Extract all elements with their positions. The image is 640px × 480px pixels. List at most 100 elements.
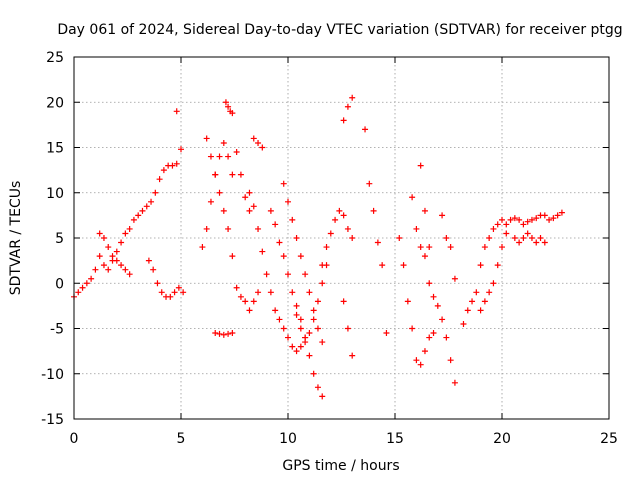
data-point xyxy=(255,225,262,232)
data-point xyxy=(421,207,428,214)
data-point xyxy=(173,108,180,115)
data-point xyxy=(430,293,437,300)
data-point xyxy=(362,126,369,133)
data-point xyxy=(285,271,291,278)
data-point xyxy=(220,331,227,338)
data-point xyxy=(229,253,236,260)
data-point xyxy=(100,235,107,241)
data-point xyxy=(207,198,214,205)
x-tick-label: 20 xyxy=(493,431,511,447)
data-point xyxy=(417,244,424,251)
series-seg27 xyxy=(511,230,548,246)
series-seg12 xyxy=(267,207,326,400)
x-tick-label: 5 xyxy=(177,431,186,447)
data-point xyxy=(349,94,356,101)
data-point xyxy=(426,244,433,251)
data-point xyxy=(490,225,497,232)
data-point xyxy=(477,307,484,314)
data-point xyxy=(302,271,309,278)
data-point xyxy=(229,171,236,178)
data-point xyxy=(212,171,219,178)
data-point xyxy=(276,239,283,246)
data-point xyxy=(434,302,441,309)
data-point xyxy=(130,216,137,223)
data-point xyxy=(344,103,351,110)
data-point xyxy=(216,189,223,196)
data-point xyxy=(366,180,373,187)
data-point xyxy=(139,207,146,214)
series-seg21 xyxy=(409,194,433,260)
data-point xyxy=(404,298,411,305)
data-point xyxy=(216,330,223,337)
data-point xyxy=(259,144,266,151)
data-point xyxy=(550,215,557,222)
data-point xyxy=(421,253,428,260)
data-point xyxy=(207,153,214,160)
data-point xyxy=(451,379,458,386)
data-point xyxy=(160,167,167,174)
data-point xyxy=(344,325,351,332)
y-tick-label: 20 xyxy=(46,95,64,111)
data-point xyxy=(447,357,454,364)
data-point xyxy=(520,221,527,228)
data-point xyxy=(400,262,407,269)
data-point xyxy=(173,160,180,167)
data-point xyxy=(374,239,381,246)
data-point xyxy=(156,176,163,183)
data-point xyxy=(126,271,133,278)
data-point xyxy=(135,212,142,219)
data-point xyxy=(306,289,313,296)
data-point xyxy=(246,307,253,314)
data-point xyxy=(145,257,152,264)
data-point xyxy=(220,207,227,214)
data-point xyxy=(171,289,178,296)
data-point xyxy=(267,207,274,214)
data-point xyxy=(528,235,535,241)
data-point xyxy=(272,221,279,228)
y-tick-label: 25 xyxy=(46,50,64,66)
data-point xyxy=(246,189,253,196)
data-point xyxy=(105,244,112,251)
x-axis-label: GPS time / hours xyxy=(282,458,399,474)
data-point xyxy=(229,110,236,117)
data-point xyxy=(225,153,232,160)
data-point xyxy=(105,266,112,273)
data-point xyxy=(439,316,446,323)
data-point xyxy=(285,334,291,341)
data-point xyxy=(154,280,161,287)
series-seg11 xyxy=(250,135,266,151)
data-point xyxy=(413,225,420,232)
data-point xyxy=(216,153,223,160)
data-point xyxy=(289,343,296,350)
data-point xyxy=(503,221,510,228)
data-points xyxy=(71,94,565,400)
data-point xyxy=(421,348,428,355)
data-point xyxy=(237,293,244,300)
data-point xyxy=(370,207,377,214)
data-point xyxy=(541,212,548,219)
data-point xyxy=(263,271,270,278)
data-point xyxy=(293,302,300,309)
data-point xyxy=(528,216,535,223)
data-point xyxy=(460,320,467,327)
data-point xyxy=(203,225,210,232)
data-point xyxy=(314,325,321,332)
y-tick-label: 15 xyxy=(46,141,64,157)
data-point xyxy=(96,230,103,237)
series-seg22 xyxy=(417,162,458,386)
data-point xyxy=(340,117,347,124)
data-point xyxy=(520,235,527,241)
data-point xyxy=(524,230,531,237)
data-point xyxy=(426,280,433,287)
series-seg5 xyxy=(203,135,262,314)
plot-frame xyxy=(73,56,610,420)
series-seg14 xyxy=(293,262,330,341)
data-point xyxy=(75,289,82,296)
data-point xyxy=(507,216,514,223)
data-point xyxy=(250,203,257,210)
y-tick-label: 5 xyxy=(55,231,64,247)
data-point xyxy=(83,280,90,287)
data-point xyxy=(477,262,484,269)
data-point xyxy=(490,280,497,287)
data-point xyxy=(255,139,262,146)
